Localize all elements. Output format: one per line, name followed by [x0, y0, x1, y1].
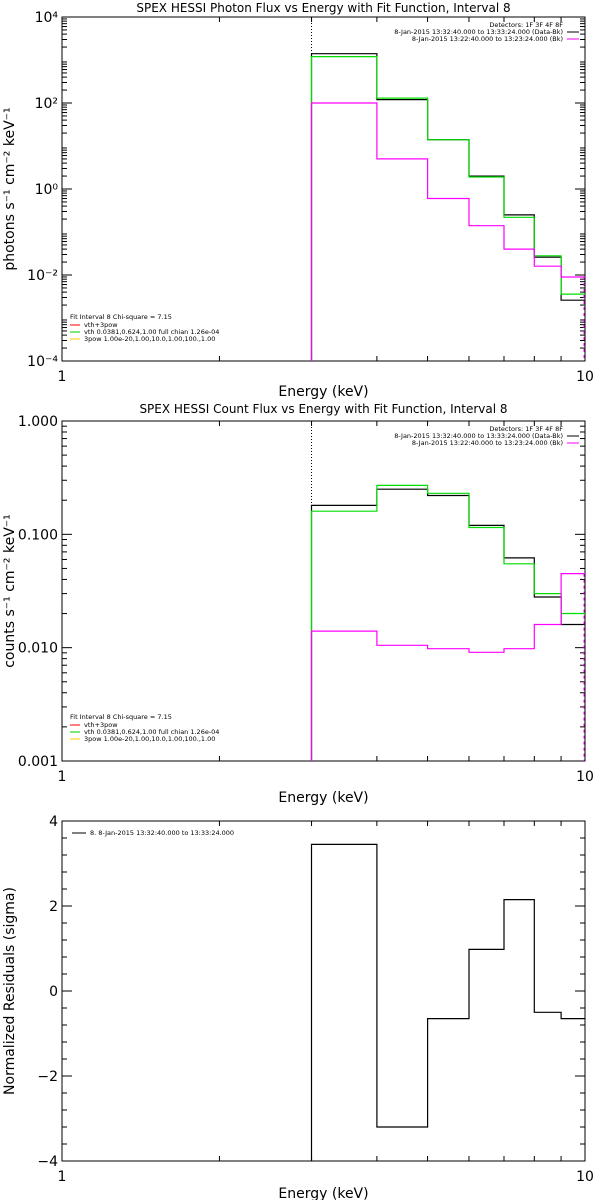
series-step-line-3 [310, 102, 585, 361]
legend-top-right-entry: 8-Jan-2015 13:32:40.000 to 13:33:24.000 … [394, 28, 563, 36]
legend-fit-entry: vth+3pow [84, 321, 118, 329]
x-axis-label: Energy (keV) [278, 790, 368, 806]
y-tick-label: 10⁻⁴ [27, 354, 58, 370]
legend-fit-header: Fit Interval 8 Chi-square = 7.15 [70, 313, 172, 321]
y-axis-label: Normalized Residuals (sigma) [2, 887, 18, 1095]
chart-2: 1 10 0.001 0.010 0.100 1.000 SPEX HESSI Count … [2, 402, 594, 806]
y-axis-label: counts s⁻¹ cm⁻² keV⁻¹ [2, 514, 18, 668]
series-step-line-1 [310, 53, 585, 361]
plot-frame [61, 420, 586, 762]
y-tick-label: 10⁰ [35, 182, 59, 198]
y-tick-label: 0.010 [18, 641, 58, 657]
legend-top-right-entry: 8-Jan-2015 13:22:40.000 to 13:23:24.000 … [412, 35, 563, 43]
y-tick-label: 0 [49, 984, 58, 1000]
plot-frame [61, 16, 586, 362]
y-tick-label: −4 [37, 1154, 58, 1170]
series-step-line-1 [310, 843, 585, 1161]
series-step-line-2 [310, 484, 585, 761]
y-tick-label: 10⁴ [35, 10, 59, 26]
x-axis-label: Energy (keV) [278, 384, 368, 400]
chart-3: 1 10 −4 −2 0 2 4 Energy (keV) Normalized Residua… [2, 814, 594, 1200]
y-tick-label: 2 [49, 899, 58, 915]
legend-entry: 8. 8-Jan-2015 13:32:40.000 to 13:33:24.0… [90, 829, 234, 837]
plot-frame [61, 820, 586, 1162]
legend-fit-entry: vth 0.0381,0.624,1.00 full chian 1.26e-0… [84, 728, 219, 736]
x-tick-label: 10 [576, 1169, 594, 1185]
legend-top-right-entry: Detectors: 1F 3F 4F 8F [489, 21, 563, 29]
x-tick-label: 10 [576, 369, 594, 385]
x-tick-label: 10 [576, 769, 594, 785]
legend-fit-entry: vth+3pow [84, 721, 118, 729]
chart-title: SPEX HESSI Photon Flux vs Energy with Fi… [136, 1, 510, 15]
chart-title: SPEX HESSI Count Flux vs Energy with Fit… [139, 402, 507, 416]
x-tick-label: 1 [58, 1169, 67, 1185]
y-tick-label: 10⁻² [27, 268, 58, 284]
series-step-line-3 [310, 573, 585, 761]
y-tick-label: −2 [37, 1069, 58, 1085]
y-axis-label: photons s⁻¹ cm⁻² keV⁻¹ [2, 107, 18, 270]
legend-fit-entry: vth 0.0381,0.624,1.00 full chian 1.26e-0… [84, 328, 219, 336]
y-tick-label: 10² [35, 96, 58, 112]
y-tick-label: 1.000 [18, 414, 58, 430]
legend-fit-entry: 3pow 1.00e-20,1.00,10.0,1.00,100.,1.00 [84, 335, 215, 343]
legend-fit-entry: 3pow 1.00e-20,1.00,10.0,1.00,100.,1.00 [84, 735, 215, 743]
chart-1: 1 10 10⁻⁴ 10⁻² 10⁰ 10² 10⁴ SPEX HESSI Photon Fl… [2, 1, 594, 400]
legend-top-right-entry: 8-Jan-2015 13:32:40.000 to 13:33:24.000 … [394, 432, 563, 440]
y-tick-label: 4 [49, 814, 58, 830]
y-tick-label: 0.100 [18, 527, 58, 543]
x-axis-label: Energy (keV) [278, 1186, 368, 1200]
legend-top-right-entry: Detectors: 1F 3F 4F 8F [489, 425, 563, 433]
x-tick-label: 1 [58, 369, 67, 385]
series-step-line-2 [310, 56, 585, 361]
x-tick-label: 1 [58, 769, 67, 785]
legend-top-right-entry: 8-Jan-2015 13:22:40.000 to 13:23:24.000 … [412, 439, 563, 447]
legend-fit-header: Fit Interval 8 Chi-square = 7.15 [70, 713, 172, 721]
y-tick-label: 0.001 [18, 754, 58, 770]
